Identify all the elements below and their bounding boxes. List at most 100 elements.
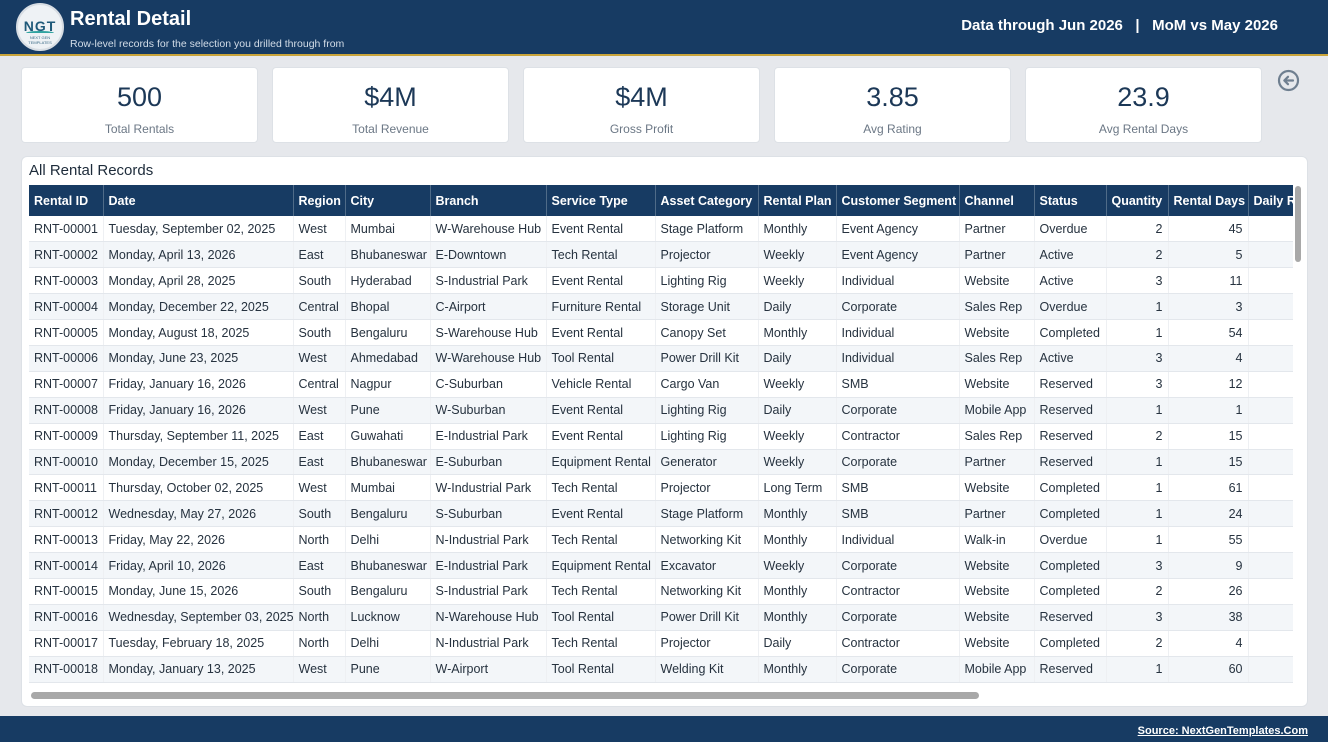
table-cell: N-Industrial Park (430, 630, 547, 657)
column-header-rental-days[interactable]: Rental Days (1168, 185, 1249, 216)
table-cell: RNT-00016 (29, 604, 104, 631)
table-cell: Central (293, 293, 346, 321)
table-cell: Generator (655, 449, 759, 476)
table-row[interactable]: RNT-00017 Tuesday, February 18, 2025 North… (29, 630, 1293, 657)
table-cell: 38 (1168, 604, 1249, 631)
table-row[interactable]: RNT-00015 Monday, June 15, 2026 South Benga… (29, 578, 1293, 605)
table-cell: Power Drill Kit (655, 604, 759, 631)
table-cell: Monthly (758, 319, 837, 346)
table-cell: Weekly (758, 552, 837, 579)
column-header-asset-category[interactable]: Asset Category (655, 185, 759, 216)
table-cell: Individual (836, 526, 960, 554)
table-cell: $4 (1248, 474, 1293, 502)
table-row[interactable]: RNT-00004 Monday, December 22, 2025 Centra… (29, 293, 1293, 321)
table-cell: Lighting Rig (655, 423, 759, 450)
table-row[interactable]: RNT-00008 Friday, January 16, 2026 West Pun… (29, 397, 1293, 424)
table-cell: Lighting Rig (655, 397, 759, 424)
table-cell: Tool Rental (546, 604, 656, 631)
table-cell: 3 (1168, 293, 1249, 321)
table-cell: E-Industrial Park (430, 552, 547, 579)
vertical-scrollbar[interactable] (1294, 185, 1302, 685)
table-row[interactable]: RNT-00001 Tuesday, September 02, 2025 West… (29, 216, 1293, 243)
table-cell: Individual (836, 319, 960, 346)
table-row[interactable]: RNT-00006 Monday, June 23, 2025 West Ahmeda… (29, 345, 1293, 372)
column-header-service-type[interactable]: Service Type (546, 185, 656, 216)
table-cell: 24 (1168, 500, 1249, 528)
table-cell: $50 (1248, 656, 1293, 683)
table-row[interactable]: RNT-00011 Thursday, October 02, 2025 West M… (29, 474, 1293, 502)
horizontal-scrollbar-thumb[interactable] (31, 692, 979, 699)
table-row[interactable]: RNT-00007 Friday, January 16, 2026 Central… (29, 371, 1293, 398)
table-cell: 1 (1106, 500, 1169, 528)
table-cell: C-Suburban (430, 371, 547, 398)
table-cell: Individual (836, 345, 960, 372)
table-cell: Thursday, September 11, 2025 (103, 423, 294, 450)
table-cell: $15 (1248, 500, 1293, 528)
table-cell: S-Industrial Park (430, 578, 547, 605)
column-header-rental-id[interactable]: Rental ID (29, 185, 104, 216)
column-header-branch[interactable]: Branch (430, 185, 547, 216)
vertical-scrollbar-thumb[interactable] (1295, 186, 1301, 262)
table-cell: Website (959, 578, 1035, 605)
source-link[interactable]: Source: NextGenTemplates.Com (1137, 725, 1308, 737)
table-row[interactable]: RNT-00016 Wednesday, September 03, 2025 No… (29, 604, 1293, 631)
table-cell: Monday, December 15, 2025 (103, 449, 294, 476)
table-viewport[interactable]: Rental ID Date Region City Branch Service Typ… (29, 185, 1293, 685)
table-title: All Rental Records (29, 162, 154, 179)
table-cell: 1 (1106, 449, 1169, 476)
table-cell: RNT-00010 (29, 449, 104, 476)
table-cell: 15 (1168, 449, 1249, 476)
kpi-card-avg-rating: 3.85 Avg Rating (774, 67, 1011, 143)
table-cell: 3 (1106, 267, 1169, 295)
column-header-daily-rate[interactable]: Daily Rate (1248, 185, 1293, 216)
kpi-value: 23.9 (1117, 82, 1170, 112)
table-row[interactable]: RNT-00012 Wednesday, May 27, 2026 South Ben… (29, 500, 1293, 528)
table-cell: Tech Rental (546, 630, 656, 657)
column-header-channel[interactable]: Channel (959, 185, 1035, 216)
table-cell: Mobile App (959, 397, 1035, 424)
table-row[interactable]: RNT-00005 Monday, August 18, 2025 South Ben… (29, 319, 1293, 346)
table-cell: Delhi (345, 630, 431, 657)
table-cell: Corporate (836, 656, 960, 683)
table-cell: Contractor (836, 630, 960, 657)
table-cell: Monday, December 22, 2025 (103, 293, 294, 321)
column-header-region[interactable]: Region (293, 185, 346, 216)
table-cell: 45 (1168, 216, 1249, 243)
table-cell: 1 (1106, 293, 1169, 321)
column-header-customer-segment[interactable]: Customer Segment (836, 185, 960, 216)
column-header-quantity[interactable]: Quantity (1106, 185, 1169, 216)
table-cell: $374 (1248, 552, 1293, 579)
table-cell: Friday, May 22, 2026 (103, 526, 294, 554)
column-header-city[interactable]: City (345, 185, 431, 216)
table-cell: N-Warehouse Hub (430, 604, 547, 631)
table-cell: W-Industrial Park (430, 474, 547, 502)
column-header-rental-plan[interactable]: Rental Plan (758, 185, 837, 216)
table-cell: 3 (1106, 552, 1169, 579)
table-cell: Guwahati (345, 423, 431, 450)
table-row[interactable]: RNT-00009 Thursday, September 11, 2025 Eas… (29, 423, 1293, 450)
table-cell: Corporate (836, 293, 960, 321)
table-cell: Active (1034, 241, 1107, 269)
table-cell: East (293, 423, 346, 450)
table-row[interactable]: RNT-00018 Monday, January 13, 2025 West Pun… (29, 656, 1293, 683)
table-cell: Weekly (758, 423, 837, 450)
table-row[interactable]: RNT-00003 Monday, April 28, 2025 South Hyde… (29, 267, 1293, 295)
table-cell: Event Agency (836, 216, 960, 243)
table-cell: RNT-00008 (29, 397, 104, 424)
kpi-label: Total Revenue (352, 122, 429, 136)
table-row[interactable]: RNT-00014 Friday, April 10, 2026 East Bhuba… (29, 552, 1293, 579)
column-header-date[interactable]: Date (103, 185, 294, 216)
table-row[interactable]: RNT-00010 Monday, December 15, 2025 East Bh… (29, 449, 1293, 476)
table-cell: RNT-00017 (29, 630, 104, 657)
kpi-value: 3.85 (866, 82, 919, 112)
table-row[interactable]: RNT-00013 Friday, May 22, 2026 North Delhi N… (29, 526, 1293, 554)
back-button[interactable] (1277, 69, 1300, 92)
table-cell: $87 (1248, 397, 1293, 424)
table-cell: W-Airport (430, 656, 547, 683)
table-row[interactable]: RNT-00002 Monday, April 13, 2026 East Bhuba… (29, 241, 1293, 269)
table-cell: 4 (1168, 345, 1249, 372)
column-header-status[interactable]: Status (1034, 185, 1107, 216)
table-cell: Ahmedabad (345, 345, 431, 372)
table-cell: Bhubaneswar (345, 449, 431, 476)
kpi-value: $4M (615, 82, 668, 112)
